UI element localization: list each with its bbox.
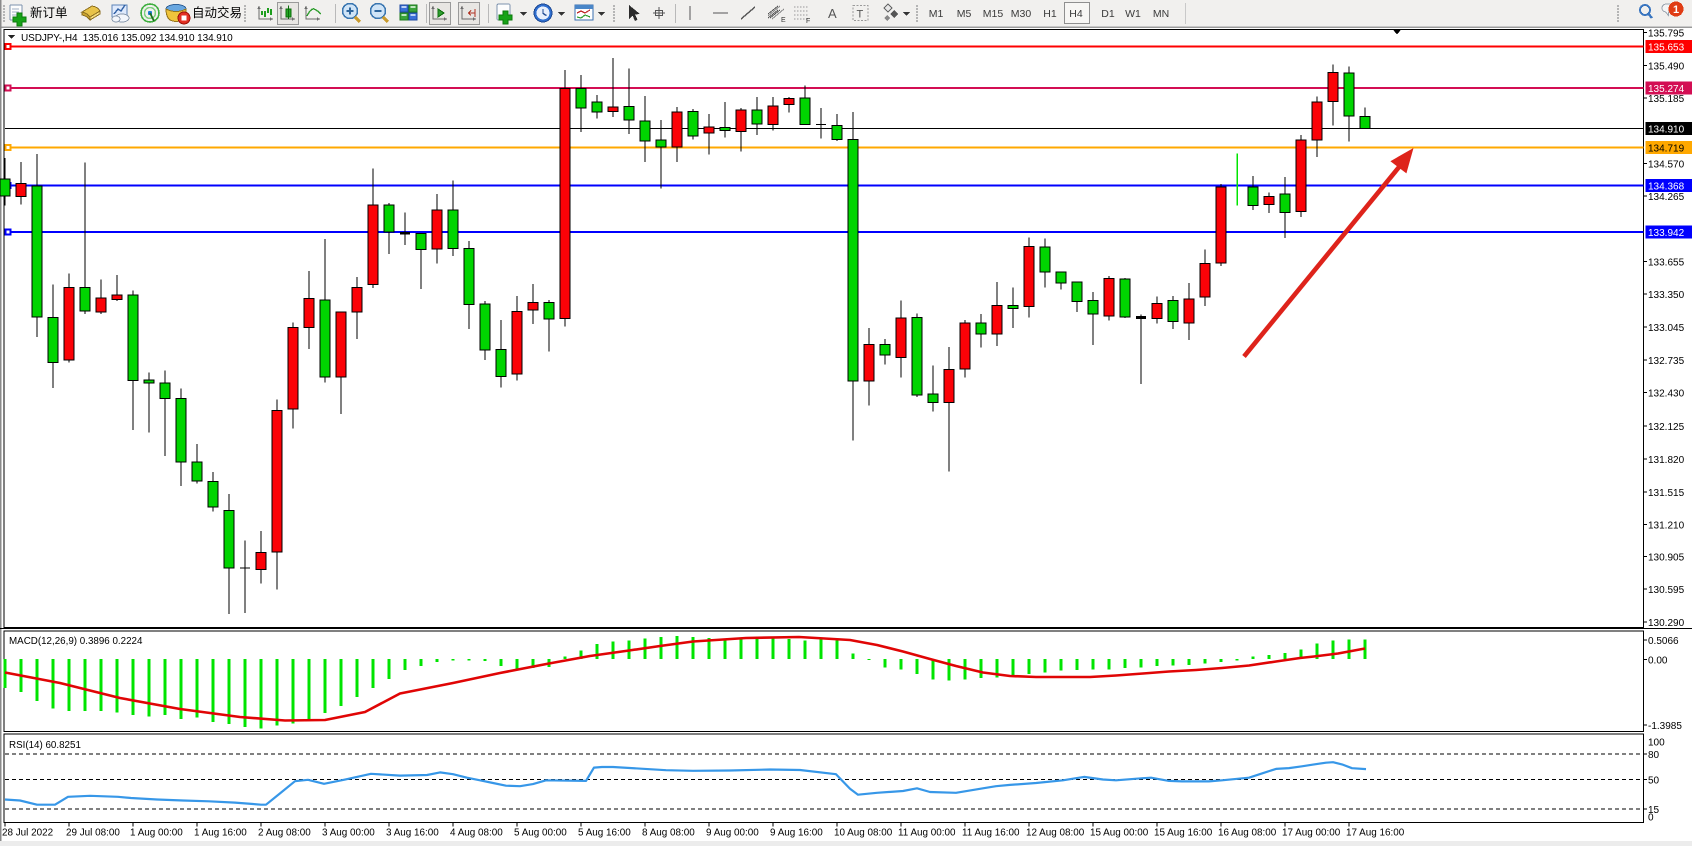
svg-text:132.430: 132.430 [1648,389,1685,400]
svg-text:100: 100 [1648,737,1665,748]
svg-text:135.274: 135.274 [1648,84,1685,95]
svg-text:133.350: 133.350 [1648,290,1685,301]
svg-text:11 Aug 16:00: 11 Aug 16:00 [962,828,1020,839]
svg-text:135.185: 135.185 [1648,94,1685,105]
svg-text:133.942: 133.942 [1648,228,1685,239]
svg-text:MN: MN [1153,8,1169,20]
svg-text:0.5066: 0.5066 [1648,636,1679,647]
svg-text:10 Aug 08:00: 10 Aug 08:00 [834,828,893,839]
svg-text:135.653: 135.653 [1648,43,1685,54]
svg-text:1 Aug 16:00: 1 Aug 16:00 [194,828,247,839]
svg-text:134.570: 134.570 [1648,159,1685,170]
svg-text:自动交易: 自动交易 [192,5,242,20]
svg-text:12 Aug 08:00: 12 Aug 08:00 [1026,828,1085,839]
svg-text:134.719: 134.719 [1648,144,1685,155]
svg-text:1: 1 [1673,4,1679,16]
svg-text:134.265: 134.265 [1648,192,1685,203]
svg-text:H4: H4 [1069,8,1083,20]
svg-text:0: 0 [1648,813,1654,824]
svg-text:W1: W1 [1125,8,1141,20]
svg-text:H1: H1 [1043,8,1057,20]
svg-text:130.595: 130.595 [1648,585,1685,596]
svg-text:M15: M15 [983,8,1004,20]
svg-text:28 Jul 2022: 28 Jul 2022 [2,828,53,839]
svg-text:E: E [781,17,786,24]
svg-text:135.795: 135.795 [1648,29,1685,40]
svg-text:M30: M30 [1011,8,1032,20]
svg-text:133.045: 133.045 [1648,323,1685,334]
svg-text:15: 15 [1648,805,1660,816]
svg-text:0.00: 0.00 [1648,656,1668,667]
svg-text:A: A [828,6,837,21]
svg-text:11 Aug 00:00: 11 Aug 00:00 [898,828,956,839]
svg-text:131.820: 131.820 [1648,455,1685,466]
svg-text:135.490: 135.490 [1648,61,1685,72]
svg-text:80: 80 [1648,750,1660,761]
svg-text:3 Aug 16:00: 3 Aug 16:00 [386,828,439,839]
svg-text:17 Aug 16:00: 17 Aug 16:00 [1346,828,1405,839]
svg-text:134.368: 134.368 [1648,182,1685,193]
svg-text:1 Aug 00:00: 1 Aug 00:00 [130,828,183,839]
svg-text:新订单: 新订单 [30,5,68,20]
svg-text:MACD(12,26,9) 0.3896 0.2224: MACD(12,26,9) 0.3896 0.2224 [9,636,143,647]
svg-text:RSI(14) 60.8251: RSI(14) 60.8251 [9,740,81,751]
svg-text:131.210: 131.210 [1648,520,1685,531]
svg-text:16 Aug 08:00: 16 Aug 08:00 [1218,828,1277,839]
svg-text:-1.3985: -1.3985 [1648,721,1682,732]
svg-text:17 Aug 00:00: 17 Aug 00:00 [1282,828,1341,839]
svg-text:132.735: 132.735 [1648,356,1685,367]
svg-text:USDJPY-,H4 135.016 135.092 13: USDJPY-,H4 135.016 135.092 134.910 134.9… [21,33,233,44]
svg-text:15 Aug 16:00: 15 Aug 16:00 [1154,828,1213,839]
svg-text:130.905: 130.905 [1648,553,1685,564]
svg-text:3 Aug 00:00: 3 Aug 00:00 [322,828,375,839]
svg-text:131.515: 131.515 [1648,488,1685,499]
svg-text:9 Aug 00:00: 9 Aug 00:00 [706,828,759,839]
svg-text:2 Aug 08:00: 2 Aug 08:00 [258,828,311,839]
svg-text:50: 50 [1648,775,1660,786]
svg-text:M5: M5 [957,8,972,20]
svg-text:9 Aug 16:00: 9 Aug 16:00 [770,828,823,839]
svg-text:F: F [806,18,810,25]
svg-text:8 Aug 08:00: 8 Aug 08:00 [642,828,695,839]
svg-text:D1: D1 [1101,8,1115,20]
svg-text:132.125: 132.125 [1648,422,1685,433]
svg-text:15 Aug 00:00: 15 Aug 00:00 [1090,828,1149,839]
svg-text:134.910: 134.910 [1648,124,1685,135]
svg-text:4 Aug 08:00: 4 Aug 08:00 [450,828,503,839]
svg-text:T: T [857,9,864,21]
svg-text:M1: M1 [929,8,944,20]
svg-text:130.290: 130.290 [1648,618,1685,629]
svg-text:29 Jul 08:00: 29 Jul 08:00 [66,828,120,839]
svg-text:5 Aug 00:00: 5 Aug 00:00 [514,828,567,839]
svg-text:5 Aug 16:00: 5 Aug 16:00 [578,828,631,839]
svg-text:133.655: 133.655 [1648,258,1685,269]
